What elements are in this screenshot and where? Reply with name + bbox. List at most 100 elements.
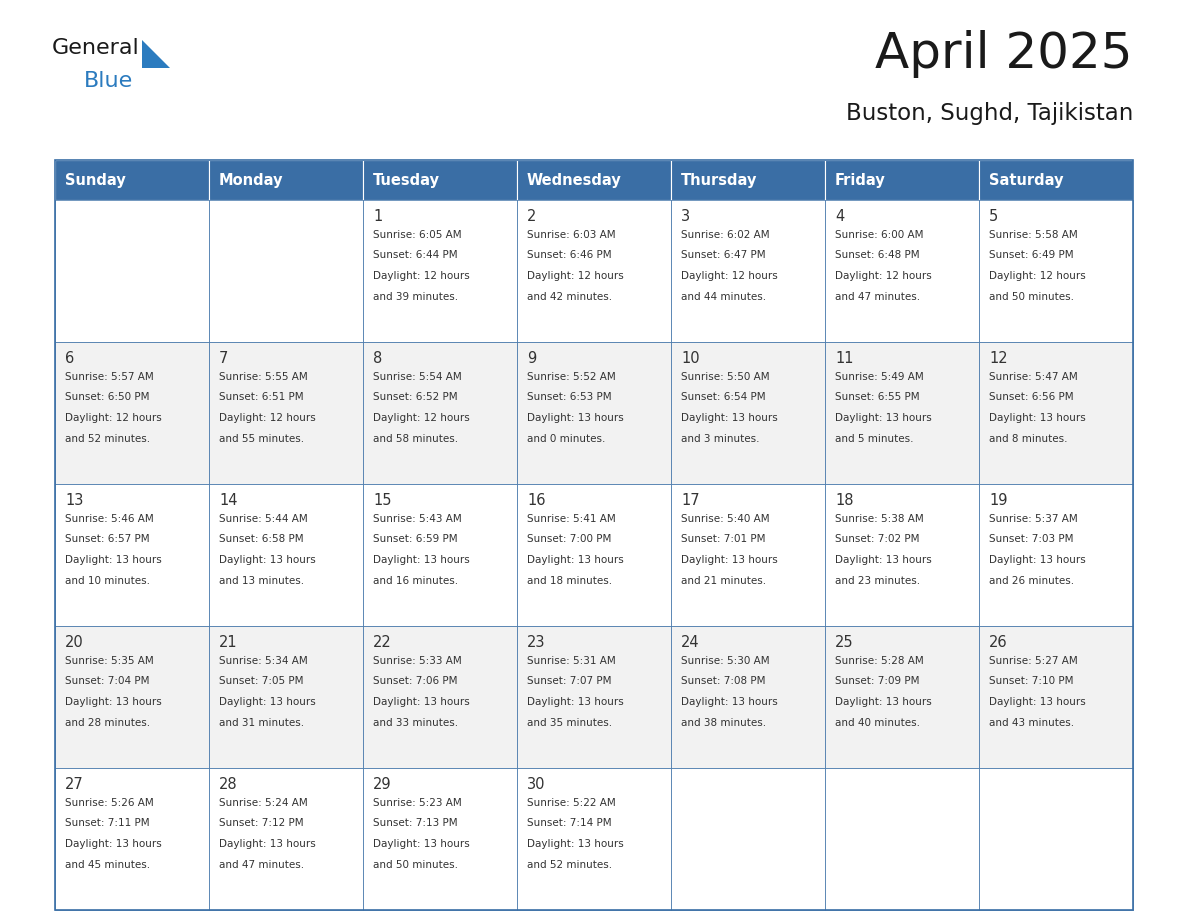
Text: and 5 minutes.: and 5 minutes. — [835, 433, 914, 443]
Bar — [517, 626, 671, 768]
Text: Sunrise: 5:41 AM: Sunrise: 5:41 AM — [527, 514, 615, 524]
Bar — [517, 200, 671, 342]
Text: Daylight: 12 hours: Daylight: 12 hours — [527, 271, 624, 281]
Text: 30: 30 — [527, 777, 545, 792]
Text: and 58 minutes.: and 58 minutes. — [373, 433, 459, 443]
Bar — [671, 484, 824, 626]
Text: 19: 19 — [988, 493, 1007, 508]
Text: Daylight: 13 hours: Daylight: 13 hours — [527, 697, 624, 707]
Text: Daylight: 13 hours: Daylight: 13 hours — [835, 413, 931, 423]
Bar — [209, 484, 364, 626]
Text: Daylight: 13 hours: Daylight: 13 hours — [527, 839, 624, 849]
Text: 11: 11 — [835, 351, 853, 366]
Text: Sunrise: 5:22 AM: Sunrise: 5:22 AM — [527, 798, 615, 808]
Text: Sunrise: 5:33 AM: Sunrise: 5:33 AM — [373, 656, 462, 666]
Text: Sunset: 6:56 PM: Sunset: 6:56 PM — [988, 393, 1074, 402]
Text: 18: 18 — [835, 493, 853, 508]
Text: Daylight: 12 hours: Daylight: 12 hours — [373, 271, 469, 281]
Text: Sunrise: 5:43 AM: Sunrise: 5:43 AM — [373, 514, 462, 524]
Text: General: General — [52, 38, 140, 58]
Text: Sunrise: 5:40 AM: Sunrise: 5:40 AM — [681, 514, 770, 524]
Text: Sunset: 7:09 PM: Sunset: 7:09 PM — [835, 677, 920, 687]
Text: Sunrise: 5:38 AM: Sunrise: 5:38 AM — [835, 514, 924, 524]
Text: and 40 minutes.: and 40 minutes. — [835, 718, 920, 727]
Text: Sunrise: 5:46 AM: Sunrise: 5:46 AM — [65, 514, 153, 524]
Bar — [824, 160, 979, 200]
Text: 28: 28 — [219, 777, 238, 792]
Text: Sunset: 7:10 PM: Sunset: 7:10 PM — [988, 677, 1074, 687]
Text: Sunset: 6:59 PM: Sunset: 6:59 PM — [373, 534, 457, 544]
Text: Sunset: 7:08 PM: Sunset: 7:08 PM — [681, 677, 765, 687]
Text: and 3 minutes.: and 3 minutes. — [681, 433, 759, 443]
Text: and 52 minutes.: and 52 minutes. — [65, 433, 150, 443]
Text: Sunset: 7:11 PM: Sunset: 7:11 PM — [65, 819, 150, 829]
Text: Sunset: 7:01 PM: Sunset: 7:01 PM — [681, 534, 765, 544]
Text: and 33 minutes.: and 33 minutes. — [373, 718, 459, 727]
Text: 16: 16 — [527, 493, 545, 508]
Text: Daylight: 13 hours: Daylight: 13 hours — [681, 555, 778, 565]
Text: Sunset: 6:54 PM: Sunset: 6:54 PM — [681, 393, 765, 402]
Text: Sunset: 7:13 PM: Sunset: 7:13 PM — [373, 819, 457, 829]
Text: Sunrise: 5:44 AM: Sunrise: 5:44 AM — [219, 514, 308, 524]
Text: Tuesday: Tuesday — [373, 173, 440, 187]
Bar — [671, 160, 824, 200]
Text: Daylight: 13 hours: Daylight: 13 hours — [65, 697, 162, 707]
Text: Daylight: 13 hours: Daylight: 13 hours — [65, 555, 162, 565]
Bar — [364, 342, 517, 484]
Text: April 2025: April 2025 — [876, 30, 1133, 78]
Text: Sunrise: 5:49 AM: Sunrise: 5:49 AM — [835, 372, 924, 382]
Text: Sunrise: 5:35 AM: Sunrise: 5:35 AM — [65, 656, 153, 666]
Text: and 43 minutes.: and 43 minutes. — [988, 718, 1074, 727]
Bar — [671, 342, 824, 484]
Text: Friday: Friday — [835, 173, 886, 187]
Text: Daylight: 12 hours: Daylight: 12 hours — [65, 413, 162, 423]
Text: Daylight: 12 hours: Daylight: 12 hours — [681, 271, 778, 281]
Text: Sunrise: 5:23 AM: Sunrise: 5:23 AM — [373, 798, 462, 808]
Text: and 35 minutes.: and 35 minutes. — [527, 718, 612, 727]
Text: 20: 20 — [65, 635, 83, 650]
Text: Saturday: Saturday — [988, 173, 1063, 187]
Text: 17: 17 — [681, 493, 700, 508]
Text: and 44 minutes.: and 44 minutes. — [681, 292, 766, 301]
Text: and 45 minutes.: and 45 minutes. — [65, 859, 150, 869]
Text: Sunrise: 5:34 AM: Sunrise: 5:34 AM — [219, 656, 308, 666]
Text: 21: 21 — [219, 635, 238, 650]
Text: and 42 minutes.: and 42 minutes. — [527, 292, 612, 301]
Text: Daylight: 12 hours: Daylight: 12 hours — [835, 271, 931, 281]
Text: Sunset: 6:51 PM: Sunset: 6:51 PM — [219, 393, 304, 402]
Text: and 26 minutes.: and 26 minutes. — [988, 576, 1074, 586]
Text: Sunset: 6:58 PM: Sunset: 6:58 PM — [219, 534, 304, 544]
Text: Sunset: 7:00 PM: Sunset: 7:00 PM — [527, 534, 612, 544]
Text: and 31 minutes.: and 31 minutes. — [219, 718, 304, 727]
Text: 5: 5 — [988, 209, 998, 224]
Text: and 16 minutes.: and 16 minutes. — [373, 576, 459, 586]
Bar — [55, 484, 209, 626]
Text: Daylight: 13 hours: Daylight: 13 hours — [681, 413, 778, 423]
Text: Sunset: 6:55 PM: Sunset: 6:55 PM — [835, 393, 920, 402]
Text: and 10 minutes.: and 10 minutes. — [65, 576, 150, 586]
Text: 27: 27 — [65, 777, 83, 792]
Text: 1: 1 — [373, 209, 383, 224]
Text: Daylight: 12 hours: Daylight: 12 hours — [219, 413, 316, 423]
Text: Thursday: Thursday — [681, 173, 758, 187]
Bar — [671, 200, 824, 342]
Text: and 0 minutes.: and 0 minutes. — [527, 433, 606, 443]
Bar — [979, 200, 1133, 342]
Bar — [209, 626, 364, 768]
Text: Sunset: 6:44 PM: Sunset: 6:44 PM — [373, 251, 457, 261]
Text: and 18 minutes.: and 18 minutes. — [527, 576, 612, 586]
Text: Daylight: 13 hours: Daylight: 13 hours — [835, 697, 931, 707]
Text: and 47 minutes.: and 47 minutes. — [835, 292, 921, 301]
Text: Blue: Blue — [84, 71, 133, 91]
Text: Sunset: 6:49 PM: Sunset: 6:49 PM — [988, 251, 1074, 261]
Text: Sunset: 6:48 PM: Sunset: 6:48 PM — [835, 251, 920, 261]
Text: Sunset: 6:50 PM: Sunset: 6:50 PM — [65, 393, 150, 402]
Text: Sunset: 7:05 PM: Sunset: 7:05 PM — [219, 677, 303, 687]
Text: and 55 minutes.: and 55 minutes. — [219, 433, 304, 443]
Text: Sunrise: 5:58 AM: Sunrise: 5:58 AM — [988, 230, 1078, 240]
Text: Sunset: 7:06 PM: Sunset: 7:06 PM — [373, 677, 457, 687]
Text: Sunday: Sunday — [65, 173, 126, 187]
Bar — [55, 160, 209, 200]
Text: Daylight: 13 hours: Daylight: 13 hours — [65, 839, 162, 849]
Text: Sunset: 7:04 PM: Sunset: 7:04 PM — [65, 677, 150, 687]
